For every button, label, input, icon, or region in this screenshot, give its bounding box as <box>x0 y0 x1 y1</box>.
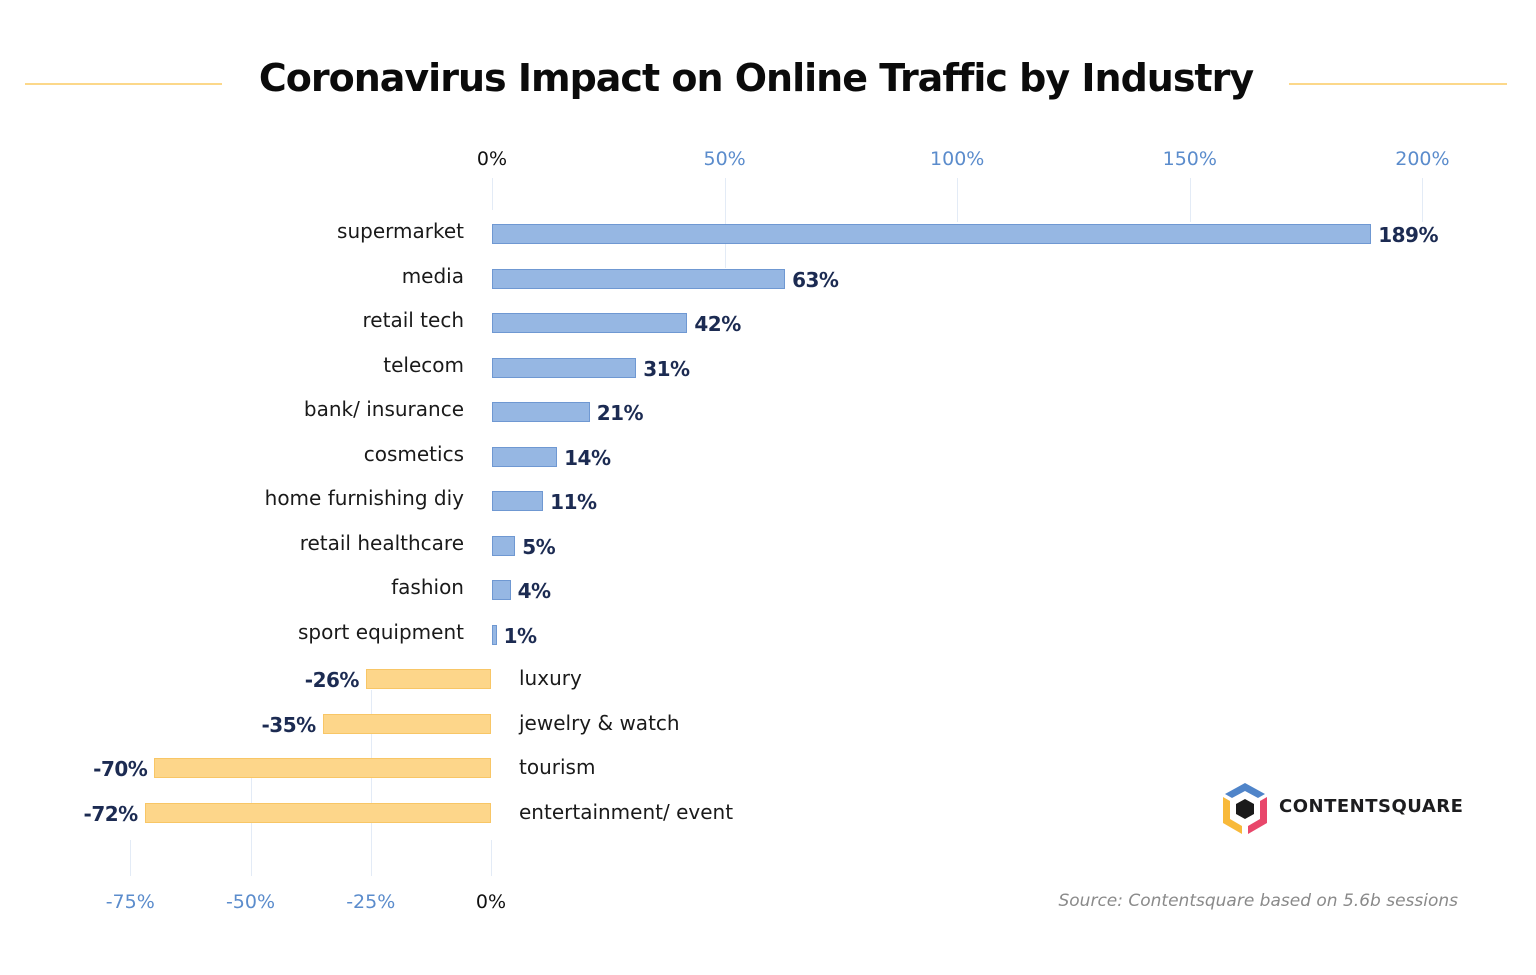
gridline <box>492 178 493 210</box>
bar-retail-tech <box>492 313 688 333</box>
top-axis-tick-label: 50% <box>703 148 746 170</box>
category-label: fashion <box>391 575 464 599</box>
value-label: -72% <box>83 801 139 826</box>
gridline <box>1422 178 1423 222</box>
category-label: cosmetics <box>363 441 464 466</box>
bar-tourism <box>154 758 491 778</box>
value-label: 31% <box>643 356 690 381</box>
bar-retail-healthcare <box>492 535 516 556</box>
top-axis-tick-label: 0% <box>476 148 508 170</box>
top-axis-tick-label: 200% <box>1395 148 1450 170</box>
gridline <box>251 778 252 876</box>
category-label: media <box>401 263 464 288</box>
bar-cosmetics <box>492 446 558 467</box>
bar-jewelry-watch <box>322 713 491 734</box>
top-axis-tick-label: 150% <box>1162 148 1217 170</box>
value-label: 11% <box>550 490 597 514</box>
gridline <box>1190 178 1191 222</box>
category-label: bank/ insurance <box>303 397 464 421</box>
source-note: Source: Contentsquare based on 5.6b sess… <box>1058 891 1458 911</box>
gridline <box>130 840 131 876</box>
category-label: home furnishing diy <box>264 486 464 510</box>
bottom-axis-tick-label: -25% <box>346 891 396 913</box>
value-label: 21% <box>596 401 644 425</box>
category-label: supermarket <box>337 219 464 243</box>
category-label: jewelry & watch <box>519 710 680 735</box>
chart-title: Coronavirus Impact on Online Traffic by … <box>258 56 1254 100</box>
gridline <box>725 178 726 268</box>
bar-entertainment-event <box>144 802 491 823</box>
bar-telecom <box>492 357 637 378</box>
category-label: tourism <box>519 755 596 779</box>
value-label: 63% <box>792 267 839 292</box>
gridline <box>957 178 958 222</box>
category-label: luxury <box>519 666 582 690</box>
category-label: sport equipment <box>297 619 464 644</box>
title-rule-left <box>25 83 222 85</box>
value-label: 14% <box>564 445 611 470</box>
brand-name: CONTENTSQUARE <box>1279 796 1464 817</box>
value-label: 42% <box>694 312 741 336</box>
gridline <box>491 840 492 876</box>
bar-supermarket <box>492 224 1372 244</box>
contentsquare-logo-icon <box>1223 783 1267 834</box>
value-label: -70% <box>93 757 148 781</box>
bar-luxury <box>365 669 491 689</box>
value-label: 189% <box>1378 223 1439 247</box>
bottom-axis-tick-label: -75% <box>105 891 155 913</box>
bottom-axis-tick-label: 0% <box>475 891 507 913</box>
value-label: 1% <box>503 623 537 648</box>
category-label: telecom <box>383 352 464 377</box>
bar-home-furnishing-diy <box>492 491 544 511</box>
bottom-axis-tick-label: -50% <box>225 891 276 913</box>
category-label: entertainment/ event <box>519 799 734 824</box>
value-label: -26% <box>304 668 360 692</box>
gridline <box>371 690 372 876</box>
category-label: retail healthcare <box>299 530 464 555</box>
bar-fashion <box>492 580 511 600</box>
bar-bank-insurance <box>492 402 590 422</box>
bar-media <box>492 268 786 289</box>
value-label: 4% <box>517 579 551 603</box>
bar-sport-equipment <box>492 624 497 645</box>
value-label: 5% <box>522 534 556 559</box>
value-label: -35% <box>261 712 316 737</box>
top-axis-tick-label: 100% <box>930 148 985 170</box>
title-rule-right <box>1289 83 1507 85</box>
category-label: retail tech <box>362 308 464 332</box>
